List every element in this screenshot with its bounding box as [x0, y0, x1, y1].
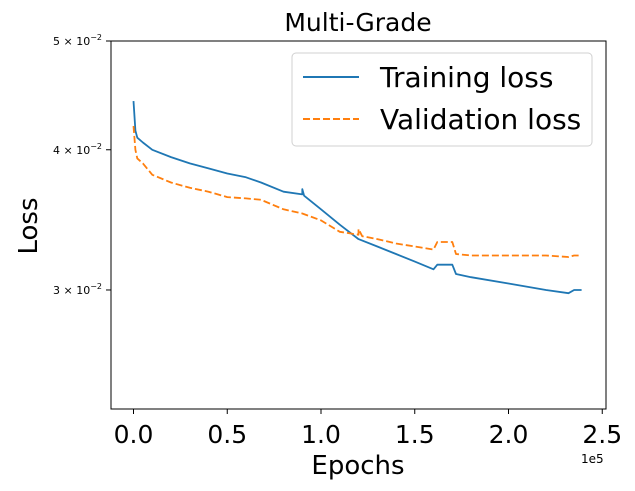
- legend-label-training: Training loss: [379, 61, 553, 94]
- x-tick-label: 0.5: [207, 420, 247, 449]
- x-tick-label: 2.0: [489, 420, 529, 449]
- plot-area-frame: [110, 40, 607, 410]
- y-tick-label: 4 × 10−2: [53, 142, 102, 157]
- x-tick-label: 1.0: [301, 420, 341, 449]
- y-axis-label: Loss: [14, 197, 44, 254]
- y-tick-label: 3 × 10−2: [53, 282, 102, 297]
- x-tick-label: 0.0: [114, 420, 154, 449]
- legend: Training loss Validation loss: [291, 52, 593, 147]
- x-axis-offset-label: 1e5: [581, 452, 604, 466]
- x-tick-label: 2.5: [582, 420, 622, 449]
- legend-label-validation: Validation loss: [380, 103, 581, 136]
- x-tick-label: 1.5: [395, 420, 435, 449]
- chart-title: Multi-Grade: [284, 8, 431, 37]
- series-line-training: [132, 101, 582, 295]
- x-axis-label: Epochs: [311, 451, 404, 481]
- series-line-validation: [132, 125, 582, 258]
- legend-box: [291, 52, 593, 147]
- y-tick-label: 5 × 10−2: [53, 33, 102, 48]
